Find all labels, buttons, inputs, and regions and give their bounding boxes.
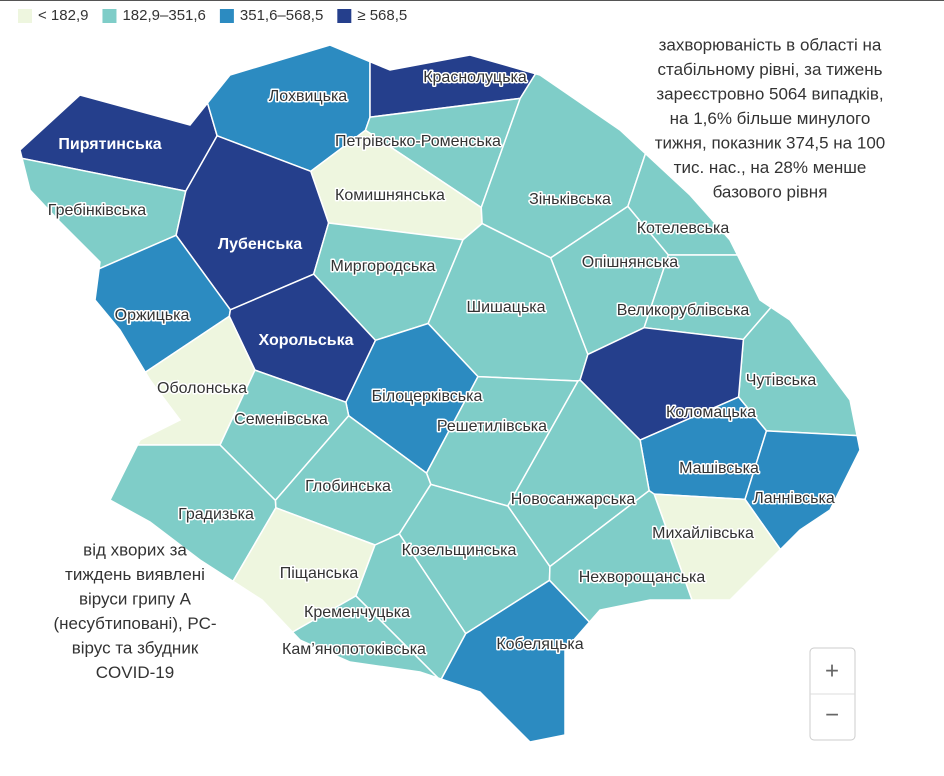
region-label: Градизька — [178, 506, 254, 523]
region — [744, 430, 861, 551]
annotation-left: від хворих за — [83, 540, 187, 559]
region-label: Шишацька — [466, 299, 545, 316]
region-label: Нехворощанська — [579, 569, 706, 586]
region-label: Чутівська — [746, 372, 817, 389]
region-label: Білоцерківська — [372, 388, 483, 405]
region-label: Оболонська — [157, 380, 247, 397]
region-label: Лохвицька — [269, 88, 348, 105]
labels: Пирятинська Лохвицька Краснолуцька Петрівсь… — [46, 68, 836, 660]
annotation-left: віруси грипу А — [79, 589, 192, 608]
region-label: Котелевська — [637, 220, 730, 237]
region — [109, 444, 277, 583]
region-label: Зіньківська — [529, 191, 611, 208]
region-label: Козельщинська — [402, 542, 517, 559]
regions — [19, 44, 861, 743]
annotation-right: тис. нас., на 28% менше — [674, 158, 867, 177]
region — [291, 594, 439, 679]
region-label: Піщанська — [280, 565, 359, 582]
annotations: захворюваність в області на стабільному р… — [53, 35, 885, 682]
legend-swatch — [337, 9, 352, 23]
region-label: Петрівсько-Роменська — [335, 133, 501, 150]
legend-label: 182,9–351,6 — [122, 7, 205, 24]
region-label: Великорублівська — [617, 302, 750, 319]
region-label: Решетилівська — [437, 418, 547, 435]
region-label: Ланнівська — [753, 490, 835, 507]
legend: < 182,9 182,9–351,6 351,6–568,5 ≥ 568,5 — [18, 7, 407, 24]
region-label: Хорольська — [258, 332, 353, 349]
annotation-left: COVID-19 — [96, 663, 174, 682]
annotation-right: на 1,6% більше минулого — [670, 109, 871, 128]
annotation-right: стабільному рівні, за тижень — [658, 60, 883, 79]
region-label: Пирятинська — [58, 136, 161, 153]
region-label: Гребінківська — [48, 202, 147, 219]
region — [440, 579, 591, 743]
legend-swatch — [102, 9, 117, 23]
region-label: Кременчуцька — [304, 604, 410, 621]
region-label: Глобинська — [305, 478, 391, 495]
region-label: Семенівська — [234, 411, 328, 428]
legend-label: < 182,9 — [38, 7, 88, 24]
region-label: Лубенська — [218, 236, 302, 253]
zoom-control: + − — [809, 647, 856, 741]
region-label: Комишнянська — [335, 187, 445, 204]
legend-label: ≥ 568,5 — [357, 7, 407, 24]
region-label: Оржицька — [115, 307, 190, 324]
annotation-right: зареєстровно 5064 випадків, — [656, 84, 883, 103]
zoom-out[interactable]: − — [825, 701, 839, 728]
annotation-left: вірус та збудник — [72, 638, 199, 657]
annotation-right: базового рівня — [713, 182, 828, 201]
annotation-left: тиждень виявлені — [65, 565, 205, 584]
legend-swatch — [219, 9, 234, 23]
annotation-left: (несубтиповані), РС- — [53, 614, 216, 633]
region-label: Машівська — [679, 460, 759, 477]
region-label: Кобеляцька — [496, 636, 583, 653]
region-label: Новосанжарська — [511, 491, 636, 508]
region-label: Коломацька — [666, 404, 756, 421]
region-label: Михайлівська — [652, 525, 754, 542]
legend-swatch — [18, 9, 32, 23]
region-label: Миргородська — [331, 258, 436, 275]
region-label: Кам’янопотоківська — [282, 641, 426, 658]
annotation-right: тижня, показник 374,5 на 100 — [655, 133, 885, 152]
legend-label: 351,6–568,5 — [240, 7, 323, 24]
annotation-right: захворюваність в області на — [659, 35, 882, 54]
region-label: Опішнянська — [582, 254, 679, 271]
region-label: Краснолуцька — [423, 69, 527, 86]
zoom-in[interactable]: + — [825, 657, 839, 684]
